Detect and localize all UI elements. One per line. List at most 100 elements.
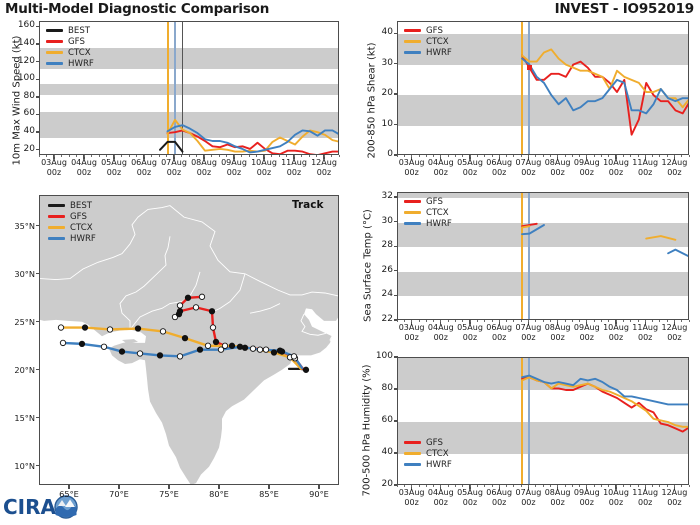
x-minor-tick bbox=[256, 154, 257, 157]
series-overlay bbox=[521, 374, 688, 433]
x-tick-hour: 00z bbox=[667, 168, 682, 177]
x-minor-tick bbox=[433, 319, 434, 322]
x-minor-tick bbox=[498, 154, 500, 157]
lon-tick-label: 85°E bbox=[259, 489, 279, 499]
x-tick-date: 08Aug bbox=[544, 488, 571, 497]
x-minor-tick bbox=[233, 154, 235, 157]
lat-tick-label: 35°N bbox=[14, 220, 35, 231]
legend-swatch-gfs bbox=[46, 40, 63, 43]
x-tick-date: 11Aug bbox=[632, 323, 659, 332]
reference-vline bbox=[174, 22, 176, 154]
x-tick-hour: 00z bbox=[166, 168, 182, 177]
x-minor-tick bbox=[211, 154, 212, 157]
x-minor-tick bbox=[674, 484, 675, 487]
x-minor-tick bbox=[498, 319, 500, 322]
x-tick-hour: 00z bbox=[433, 498, 448, 507]
x-tick-label: 12Aug 00z bbox=[303, 158, 345, 178]
legend-entry-hwrf: HWRF bbox=[404, 218, 452, 229]
track-marker-open bbox=[159, 328, 167, 335]
x-tick-hour: 00z bbox=[608, 498, 624, 507]
y-tick-label: 26 bbox=[381, 264, 393, 275]
x-tick-label: 03Aug 00z bbox=[391, 488, 433, 508]
x-minor-tick bbox=[396, 319, 398, 322]
y-tick-mark bbox=[35, 25, 40, 27]
cira-logo: CIRA bbox=[3, 494, 111, 522]
x-tick-label: 10Aug 00z bbox=[595, 323, 637, 343]
x-tick-date: 11Aug bbox=[632, 488, 659, 497]
legend-entry-gfs: GFS bbox=[404, 196, 452, 207]
y-tick-label: 40 bbox=[381, 27, 393, 38]
x-minor-tick bbox=[571, 319, 573, 322]
track-marker-open bbox=[106, 326, 114, 333]
x-minor-tick bbox=[462, 319, 464, 322]
x-minor-tick bbox=[608, 484, 610, 487]
x-tick-hour: 00z bbox=[404, 333, 419, 342]
y-tick-label: 40 bbox=[23, 126, 35, 137]
x-minor-tick bbox=[455, 484, 456, 487]
x-tick-date: 06Aug bbox=[486, 323, 513, 332]
legend-label: HWRF bbox=[68, 58, 94, 69]
legend-swatch-ctcx bbox=[46, 51, 63, 54]
x-minor-tick bbox=[615, 319, 617, 322]
legend-label: CTCX bbox=[426, 448, 449, 459]
series-marker-gfs bbox=[526, 65, 532, 71]
x-minor-tick bbox=[203, 154, 205, 157]
y-tick-label: 20 bbox=[381, 479, 393, 489]
x-tick-date: 05Aug bbox=[457, 158, 483, 167]
x-minor-tick bbox=[106, 154, 107, 157]
y-tick-mark bbox=[393, 154, 398, 156]
x-minor-tick bbox=[455, 319, 456, 322]
y-tick-mark bbox=[393, 388, 398, 390]
y-tick-mark bbox=[393, 294, 398, 297]
x-minor-tick bbox=[403, 484, 405, 487]
x-minor-tick bbox=[121, 154, 122, 157]
legend-label: BEST bbox=[68, 25, 91, 36]
track-marker-filled bbox=[212, 338, 220, 346]
x-tick-label: 11Aug 00z bbox=[273, 158, 315, 178]
y-tick-mark bbox=[35, 149, 40, 151]
x-minor-tick bbox=[659, 484, 661, 487]
track-marker-open bbox=[262, 346, 270, 353]
x-minor-tick bbox=[557, 484, 559, 487]
x-tick-date: 05Aug bbox=[457, 323, 483, 332]
legend-entry-hwrf: HWRF bbox=[46, 58, 94, 69]
x-minor-tick bbox=[666, 319, 668, 322]
series-overlay bbox=[521, 222, 688, 258]
x-minor-tick bbox=[608, 319, 610, 322]
track-marker-filled bbox=[276, 347, 284, 354]
x-tick-hour: 00z bbox=[550, 168, 565, 177]
y-tick-mark bbox=[393, 32, 398, 34]
x-minor-tick bbox=[476, 319, 478, 322]
shaded-band bbox=[398, 193, 688, 198]
lat-tick-mark bbox=[35, 369, 40, 371]
x-minor-tick bbox=[158, 154, 160, 157]
x-tick-hour: 00z bbox=[637, 498, 653, 507]
x-tick-label: 09Aug 00z bbox=[566, 158, 608, 178]
y-tick-mark bbox=[393, 319, 398, 321]
x-tick-hour: 00z bbox=[579, 498, 594, 507]
x-tick-date: 03Aug bbox=[398, 323, 425, 332]
x-minor-tick bbox=[462, 154, 464, 157]
reference-vline bbox=[528, 358, 531, 484]
x-minor-tick bbox=[411, 319, 413, 322]
rh-plot-area bbox=[397, 357, 689, 485]
map-border bbox=[209, 273, 246, 314]
x-tick-date: 10Aug bbox=[603, 488, 629, 497]
x-minor-tick bbox=[188, 154, 190, 157]
x-minor-tick bbox=[248, 154, 250, 157]
x-minor-tick bbox=[396, 484, 398, 487]
y-tick-mark bbox=[35, 60, 40, 63]
x-minor-tick bbox=[91, 154, 92, 157]
x-minor-tick bbox=[601, 154, 602, 157]
x-minor-tick bbox=[644, 154, 646, 157]
invest-title: INVEST - IO952019 bbox=[554, 1, 695, 17]
x-tick-hour: 00z bbox=[433, 333, 448, 342]
legend-swatch-gfs bbox=[404, 200, 421, 203]
x-tick-date: 04Aug bbox=[71, 158, 97, 167]
x-minor-tick bbox=[542, 319, 544, 322]
y-tick-label: 22 bbox=[381, 314, 393, 324]
x-tick-label: 05Aug 00z bbox=[449, 488, 491, 508]
y-tick-label: 120 bbox=[17, 55, 35, 66]
x-minor-tick bbox=[659, 154, 661, 157]
x-minor-tick bbox=[61, 154, 62, 157]
